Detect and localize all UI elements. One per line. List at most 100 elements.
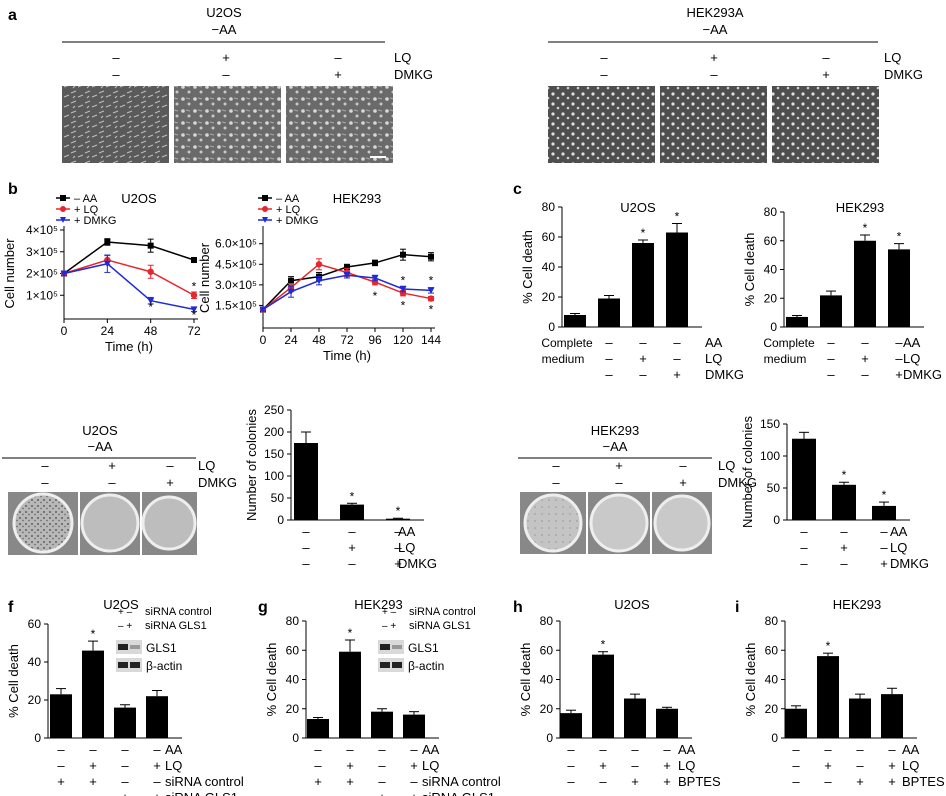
y-tick-label: 60: [764, 234, 778, 248]
panel-e-title: HEK293: [591, 423, 639, 438]
y-tick-label: 60: [542, 230, 556, 244]
condition-sign: +: [861, 351, 869, 366]
bar: [114, 707, 136, 738]
y-tick-label: 0: [770, 320, 777, 334]
condition-sign: –: [378, 742, 386, 757]
condition-sign: –: [840, 556, 848, 571]
condition-row-label: AA: [902, 742, 920, 757]
condition-sign: –: [314, 790, 322, 796]
condition-sign: –: [856, 758, 864, 773]
bar: [820, 295, 842, 327]
panel-e-row2-sign: –: [552, 475, 560, 490]
bar: [632, 243, 654, 327]
legend-label: + LQ: [276, 204, 301, 216]
condition-sign: –: [410, 774, 418, 789]
x-tick-label: 48: [144, 324, 158, 338]
bar: [294, 443, 318, 520]
data-point: [343, 272, 351, 279]
micrograph-u2os-control: [62, 86, 169, 163]
significance-star: *: [401, 274, 406, 288]
condition-sign: –: [394, 524, 402, 539]
bar: [82, 650, 104, 738]
condition-sign: –: [631, 758, 639, 773]
panel-d-row1-sign: –: [41, 458, 49, 473]
condition-sign: –: [895, 335, 903, 350]
data-point: [147, 268, 154, 275]
x-tick-label: 24: [101, 324, 115, 338]
y-tick-label: 1×10⁵: [26, 288, 58, 302]
condition-label: Complete: [541, 336, 593, 350]
x-axis-label: Time (h): [323, 348, 371, 363]
condition-sign: –: [605, 335, 613, 350]
bar: [50, 694, 72, 738]
condition-sign: +: [410, 790, 418, 796]
data-point: [191, 257, 197, 264]
inset-f-row1-label: siRNA control: [145, 606, 212, 618]
x-tick-label: 72: [187, 324, 201, 338]
condition-sign: –: [302, 556, 310, 571]
panel-a-u2os-header: U2OS −AA – + – LQ – – + DMKG: [62, 5, 433, 82]
panel-d-row2-sign: –: [108, 475, 116, 490]
chart-title: HEK293: [333, 191, 381, 206]
condition-row-label: LQ: [890, 540, 907, 555]
y-tick-label: 60: [28, 617, 42, 631]
condition-sign: –: [800, 556, 808, 571]
x-tick-label: 24: [284, 333, 298, 347]
condition-row-label: LQ: [398, 540, 415, 555]
chart-title: HEK293: [833, 597, 881, 612]
x-tick-label: 0: [61, 324, 68, 338]
chart-title: U2OS: [620, 200, 656, 215]
condition-sign: –: [567, 774, 575, 789]
condition-row-label: BPTES: [902, 774, 945, 789]
condition-sign: +: [895, 367, 903, 382]
significance-star: *: [882, 488, 887, 502]
panel-a-hek-header: HEK293A −AA – + – LQ – – + DMKG: [548, 5, 923, 82]
bar: [340, 504, 364, 520]
condition-sign: –: [378, 758, 386, 773]
condition-sign: +: [631, 774, 639, 789]
condition-sign: –: [89, 790, 97, 796]
panel-a-u2os-row2-sign: –: [112, 67, 120, 82]
condition-row-label: DMKG: [398, 556, 437, 571]
condition-sign: –: [792, 774, 800, 789]
y-tick-label: 150: [760, 417, 780, 431]
inset-g-row1-signs: + –: [382, 607, 397, 618]
data-point: [344, 264, 350, 271]
condition-sign: –: [605, 351, 613, 366]
condition-sign: –: [888, 742, 896, 757]
bar: [872, 505, 896, 520]
condition-sign: –: [800, 524, 808, 539]
condition-sign: –: [57, 742, 65, 757]
y-axis-label: % Cell death: [520, 230, 535, 304]
y-axis-label: Cell number: [197, 242, 212, 313]
condition-row-label: AA: [903, 335, 921, 350]
condition-sign: +: [410, 758, 418, 773]
condition-row-label: AA: [678, 742, 696, 757]
bar: [666, 232, 688, 327]
y-tick-label: 50: [767, 481, 781, 495]
condition-row-label: siRNA GLS1: [165, 790, 238, 796]
series-line: [63, 259, 195, 296]
significance-star: *: [897, 230, 902, 244]
panel-a-u2os-row1-sign: –: [112, 50, 120, 65]
panel-a-hek-row1-sign: –: [822, 50, 830, 65]
condition-sign: +: [888, 758, 896, 773]
chart-title: U2OS: [121, 191, 157, 206]
condition-sign: –: [861, 335, 869, 350]
y-tick-label: 0: [292, 731, 299, 745]
data-point: [60, 270, 68, 277]
condition-row-label: siRNA control: [422, 774, 501, 789]
western-blot-inset-f: + – siRNA control – + siRNA GLS1 GLS1 β-…: [116, 606, 212, 673]
condition-row-label: AA: [398, 524, 416, 539]
y-axis-label: Cell number: [2, 238, 17, 309]
condition-sign: –: [856, 742, 864, 757]
significance-star: *: [401, 298, 406, 312]
condition-row-label: DMKG: [705, 367, 744, 382]
panel-d-row1-sign: –: [166, 458, 174, 473]
bar: [854, 240, 876, 327]
condition-row-label: AA: [422, 742, 440, 757]
inset-g-row1-label: siRNA control: [409, 606, 476, 618]
y-tick-label: 60: [286, 643, 300, 657]
chart-title: U2OS: [614, 597, 650, 612]
data-point: [147, 242, 154, 249]
